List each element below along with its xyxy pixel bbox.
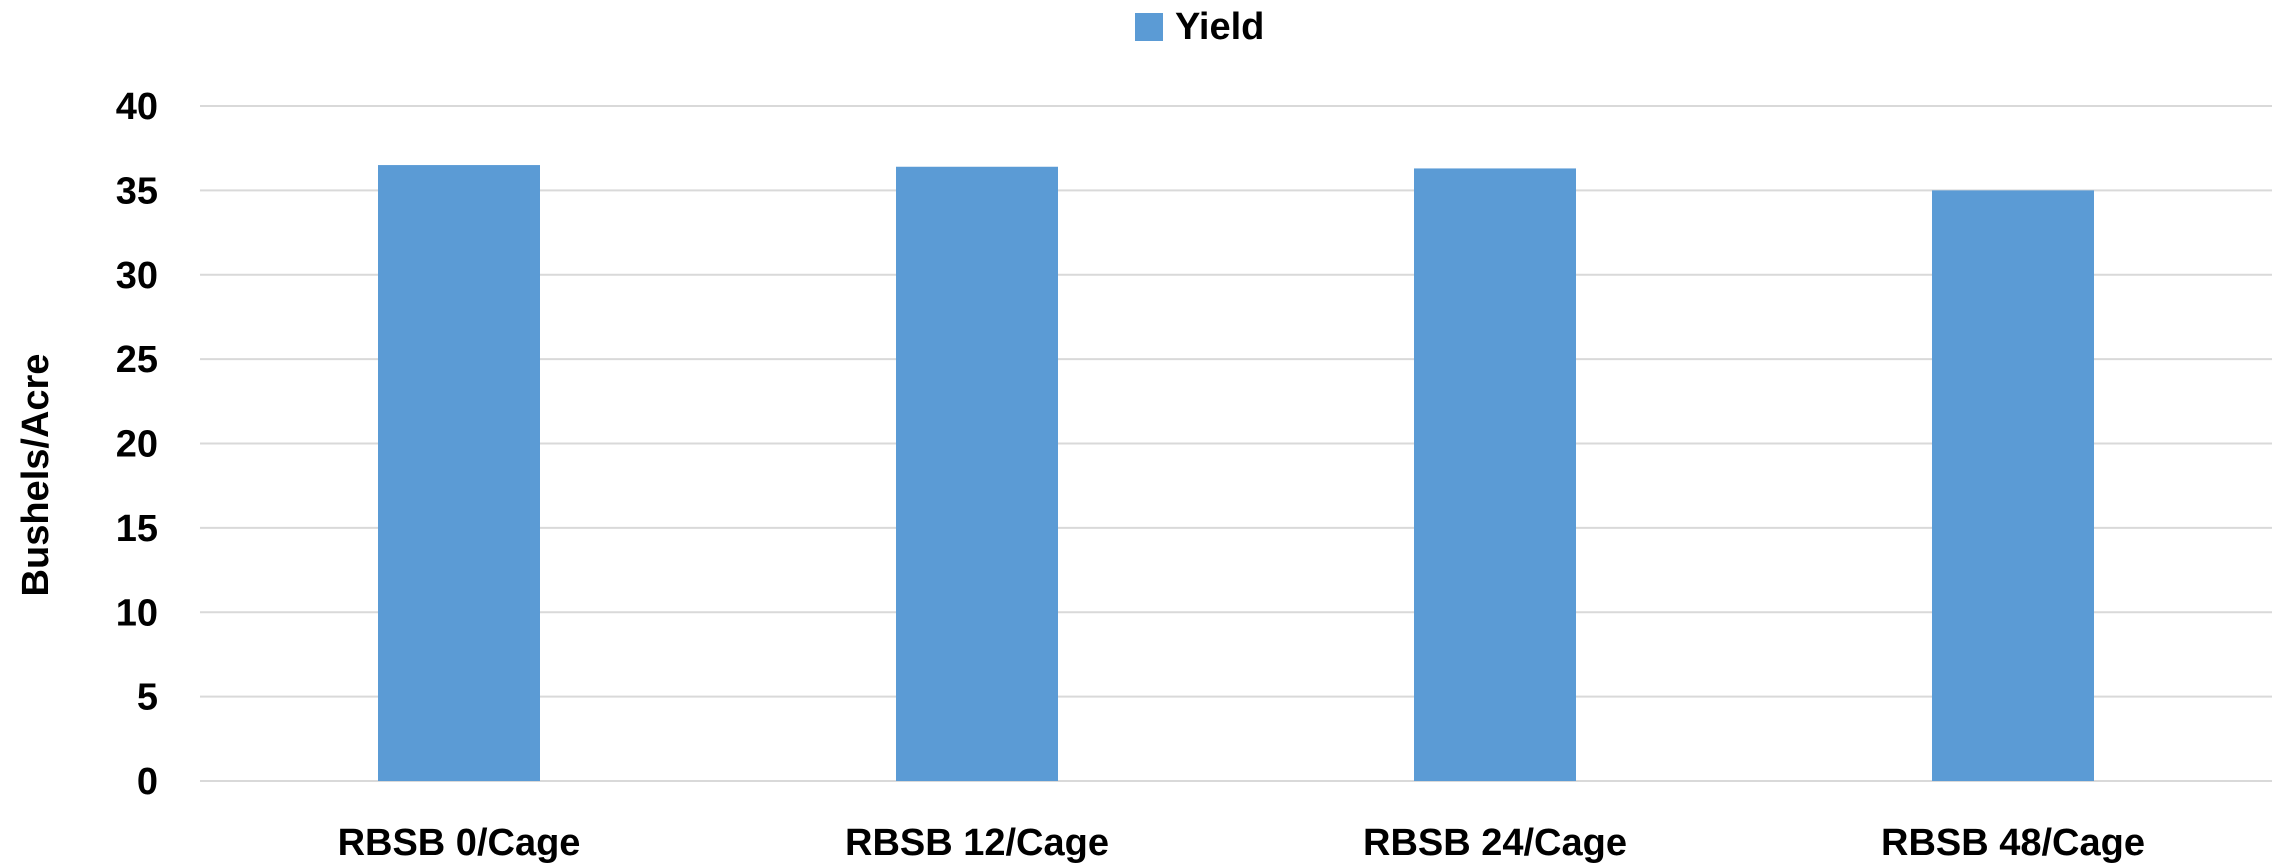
y-tick-label: 10: [116, 592, 158, 634]
bar-4: [1932, 190, 2094, 781]
y-tick-label: 20: [116, 424, 158, 466]
legend-swatch: [1135, 13, 1163, 41]
y-axis-title: Bushels/Acre: [15, 354, 57, 597]
y-tick-label: 30: [116, 255, 158, 297]
y-axis-ticks: 0 5 10 15 20 25 30 35 40: [116, 86, 158, 803]
bar-2: [896, 166, 1058, 781]
y-tick-label: 0: [137, 761, 158, 803]
y-tick-label: 35: [116, 170, 158, 212]
gridlines: [200, 105, 2272, 782]
x-tick-label: RBSB 0/Cage: [338, 822, 581, 864]
bar-3: [1414, 168, 1576, 781]
bar-1: [378, 165, 540, 781]
x-tick-label: RBSB 48/Cage: [1881, 822, 2145, 864]
y-tick-label: 25: [116, 339, 158, 381]
x-axis-ticks: RBSB 0/Cage RBSB 12/Cage RBSB 24/Cage RBSB …: [338, 822, 2145, 864]
legend: Yield: [1135, 6, 1264, 48]
y-tick-label: 40: [116, 86, 158, 128]
y-tick-label: 15: [116, 508, 158, 550]
bars: [378, 165, 2094, 781]
legend-label: Yield: [1175, 6, 1264, 48]
x-tick-label: RBSB 12/Cage: [845, 822, 1109, 864]
x-tick-label: RBSB 24/Cage: [1363, 822, 1627, 864]
y-tick-label: 5: [137, 677, 158, 719]
